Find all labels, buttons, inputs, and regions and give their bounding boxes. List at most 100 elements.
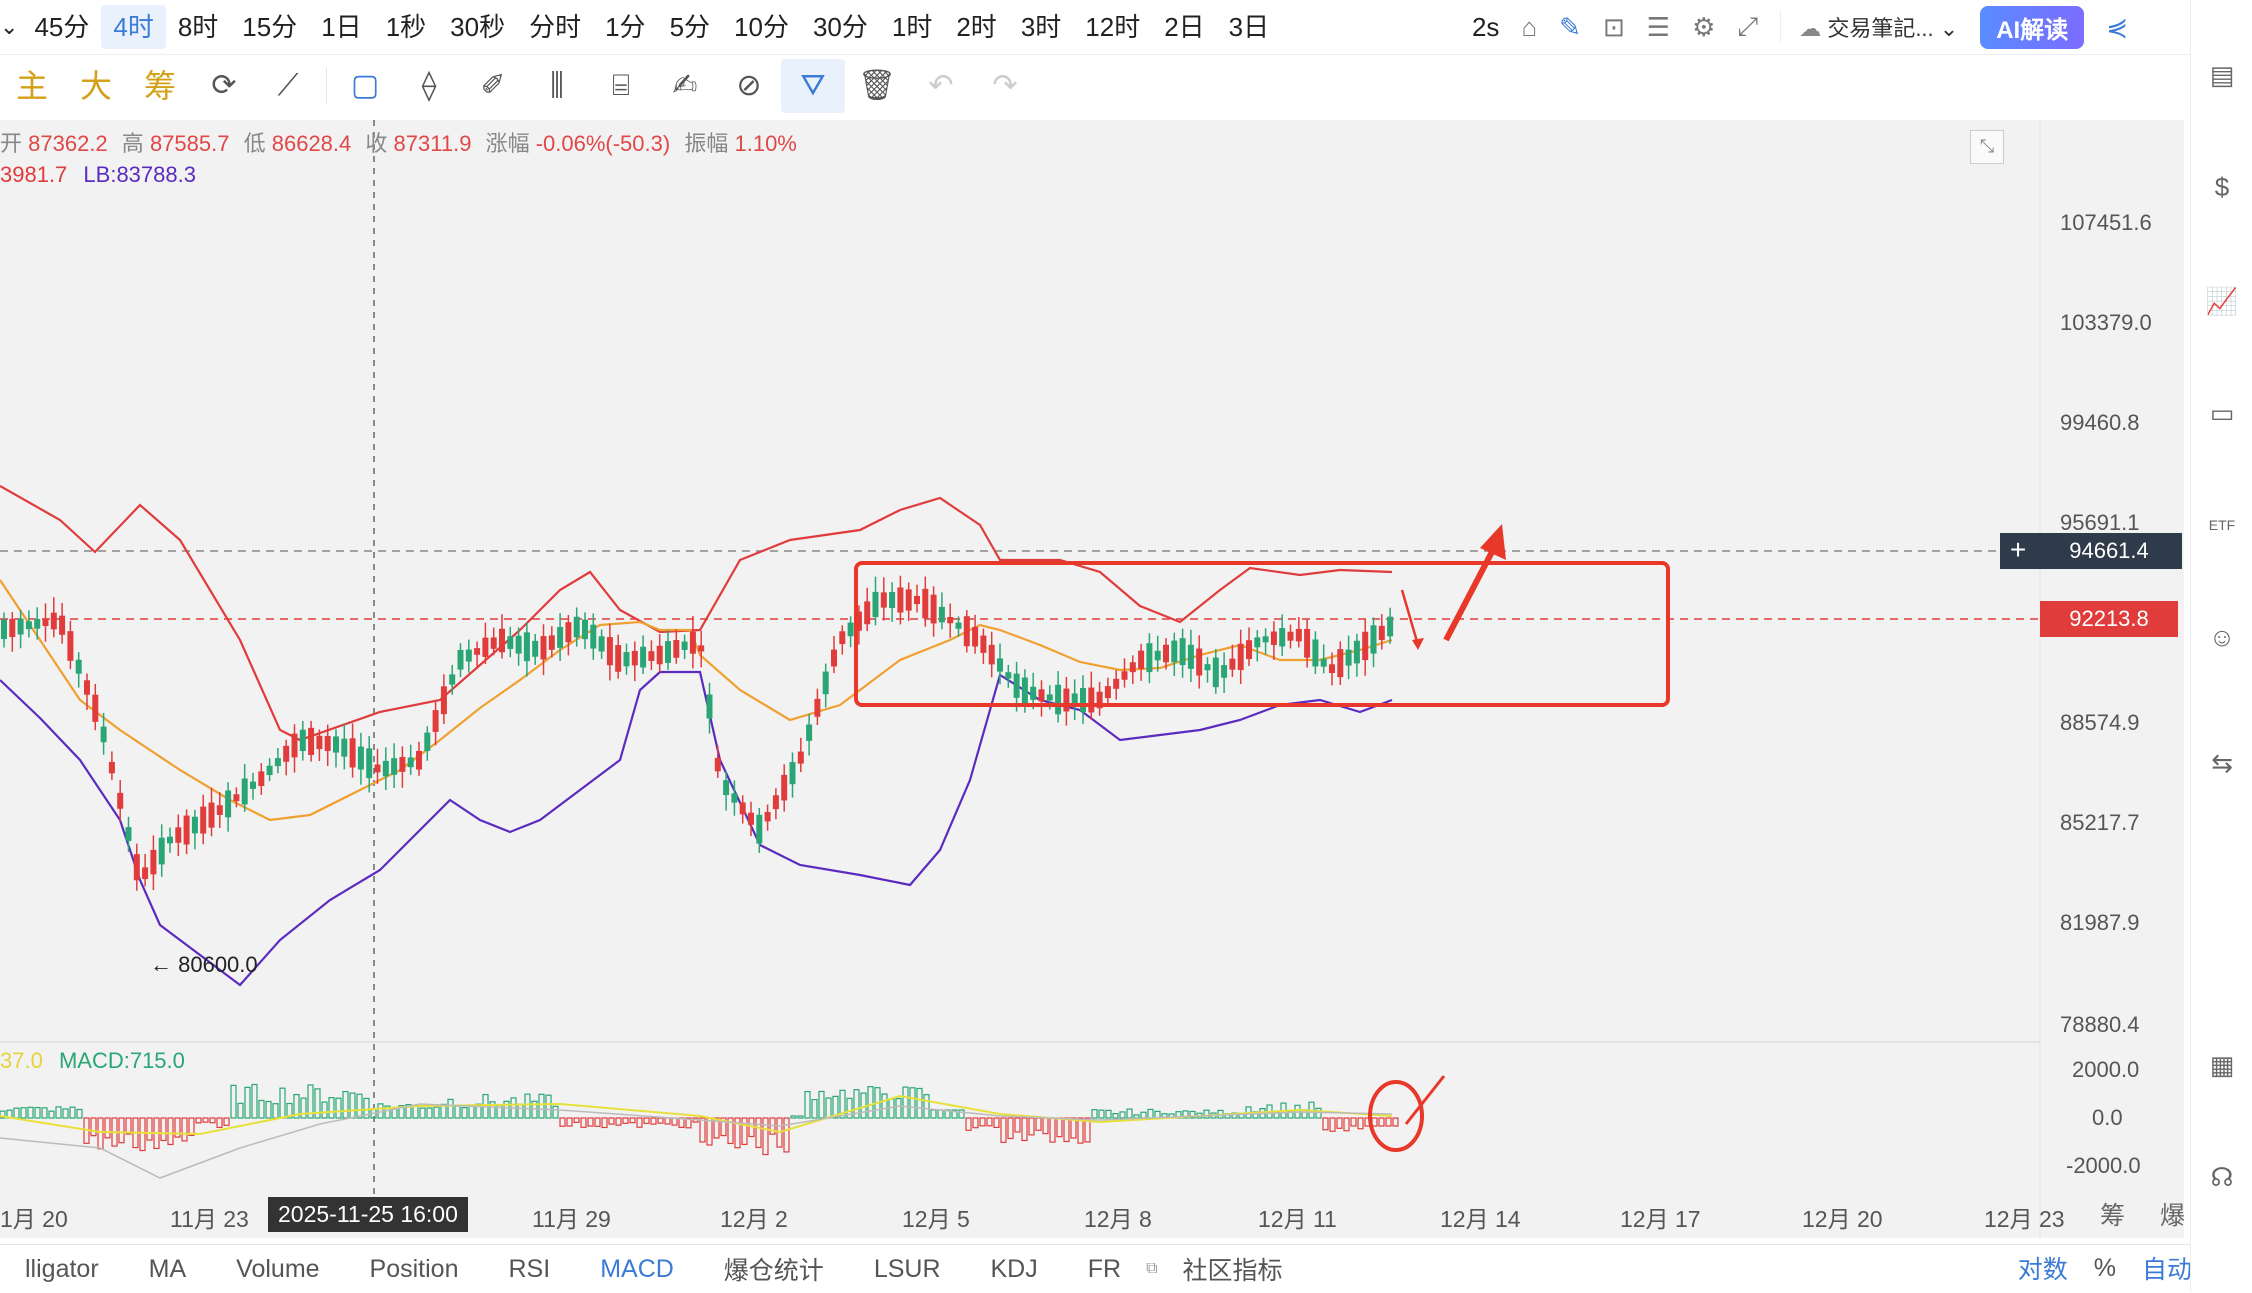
indicator-tab-1[interactable]: MA <box>148 1254 187 1283</box>
add-window-icon[interactable]: ⊡ <box>1602 11 1625 42</box>
undo-icon[interactable]: ↶ <box>928 69 954 102</box>
bot-icon[interactable]: ☺ <box>2208 622 2236 652</box>
magnet-icon[interactable]: ⊘ <box>736 69 762 102</box>
indicator-tab-3[interactable]: Position <box>369 1254 459 1283</box>
candle-body <box>905 589 912 611</box>
orderbook-icon[interactable]: ▤ <box>2209 60 2235 90</box>
time-axis-label: 12月 5 <box>902 1206 970 1232</box>
trade-notes-select[interactable]: ☁ 交易筆記... ⌄ <box>1780 11 1958 43</box>
camera-icon[interactable]: ⌂ <box>1521 11 1538 42</box>
indicator-tab-6[interactable]: 爆仓统计 <box>723 1257 824 1285</box>
macd-bar <box>454 1105 461 1119</box>
macd-bar <box>1133 1114 1140 1119</box>
candle-body <box>1021 677 1028 705</box>
macd-bar <box>643 1117 650 1124</box>
monitor-icon[interactable]: ▭ <box>2209 398 2235 428</box>
filter-icon[interactable]: ⛛ <box>781 59 845 113</box>
candle-body <box>200 806 207 834</box>
macd-bar <box>832 1095 839 1119</box>
price-icon[interactable]: $ <box>2214 172 2230 202</box>
indicator-tab-0[interactable]: lligator <box>25 1254 99 1283</box>
candle-body <box>92 694 99 722</box>
sync-drawing-icon[interactable]: ⟳ <box>211 69 237 102</box>
position-icon[interactable]: ⌸ <box>612 69 630 102</box>
ai-interpret-button[interactable]: AI解读 <box>1980 5 2085 49</box>
settings-icon[interactable]: ⚙ <box>1692 11 1716 42</box>
list-icon[interactable]: ☰ <box>1646 11 1671 42</box>
auto-scale-toggle[interactable]: 自动 <box>2141 1256 2192 1284</box>
drawing-toolbar: 主 大 筹 ⟳ ⟋ ▢ ⟠ ✐ ⫼ ⌸ ✍ ⊘ ⛛ 🗑 ↶ ↷ <box>0 56 2190 116</box>
timeframe-7[interactable]: 分时 <box>529 12 582 42</box>
brush-icon[interactable]: ✐ <box>480 69 506 102</box>
log-scale-toggle[interactable]: 对数 <box>2017 1256 2068 1284</box>
candle-body <box>416 750 422 770</box>
chart-area[interactable] <box>0 120 2040 1238</box>
timeframe-6[interactable]: 30秒 <box>450 12 506 42</box>
timeframe-4[interactable]: 1日 <box>321 12 362 42</box>
ruler-icon[interactable]: ⟠ <box>421 69 437 102</box>
chart-expand-icon[interactable]: ⤡ <box>1970 130 2004 164</box>
trash-icon[interactable]: 🗑 <box>857 69 897 102</box>
timeframe-0[interactable]: 45分 <box>34 12 90 42</box>
change-value: -0.06%(-50.3) <box>535 131 671 156</box>
pencil-icon[interactable]: ✎ <box>1559 11 1581 42</box>
timeframe-13[interactable]: 2时 <box>956 12 997 42</box>
etf-icon[interactable]: ETF <box>2208 517 2236 533</box>
share-icon[interactable]: ⋞ <box>2106 11 2128 42</box>
headset-icon[interactable]: ☊ <box>2210 1162 2234 1192</box>
redo-icon[interactable]: ↷ <box>992 69 1018 102</box>
timeframe-12[interactable]: 1时 <box>891 12 933 42</box>
timeframe-2[interactable]: 8时 <box>177 12 219 42</box>
timeframe-9[interactable]: 5分 <box>669 12 711 42</box>
pattern-icon[interactable]: ⫼ <box>550 69 564 102</box>
indicator-tab-5[interactable]: MACD <box>600 1254 674 1283</box>
macd-bar <box>825 1097 832 1119</box>
timeframe-17[interactable]: 3日 <box>1228 12 1270 42</box>
indicator-tab-9[interactable]: FR <box>1087 1254 1122 1283</box>
macd-bar <box>13 1107 20 1119</box>
candle-body <box>1229 658 1236 670</box>
chip-toggle[interactable]: 筹 爆 <box>2100 1202 2199 1230</box>
timeframe-15[interactable]: 12时 <box>1085 12 1141 42</box>
timeframe-10[interactable]: 10分 <box>734 12 789 42</box>
hide-drawing-icon[interactable]: ⟋ <box>277 69 299 102</box>
layout-icon[interactable]: ▦ <box>2209 1050 2235 1080</box>
cursor-tool-icon[interactable]: ▢ <box>350 69 380 102</box>
trend-icon[interactable]: 📈 <box>2205 286 2239 316</box>
indicator-tab-10[interactable]: 社区指标 <box>1182 1257 1283 1285</box>
indicator-tab-2[interactable]: Volume <box>236 1254 320 1283</box>
large-order-button[interactable]: 大 <box>79 68 112 104</box>
main-indicator-button[interactable]: 主 <box>15 68 48 104</box>
candle-body <box>1038 689 1045 702</box>
candle-body <box>1163 644 1169 663</box>
timeframe-11[interactable]: 30分 <box>812 12 868 42</box>
chip-distribution-button[interactable]: 筹 <box>143 68 176 104</box>
candle-body <box>1046 694 1053 701</box>
candle-body <box>283 745 290 762</box>
time-axis-label: 12月 11 <box>1258 1206 1337 1232</box>
timeframe-3[interactable]: 15分 <box>242 12 298 42</box>
add-alert-icon[interactable]: + <box>2000 533 2036 569</box>
timeframe-1[interactable]: 4时 <box>101 5 166 49</box>
timeframe-16[interactable]: 2日 <box>1164 12 1205 42</box>
candle-body <box>59 615 66 635</box>
macd-bar <box>636 1117 643 1128</box>
candle-body <box>1370 625 1377 654</box>
indicator-tab-8[interactable]: KDJ <box>990 1254 1038 1283</box>
exchange-icon[interactable]: ⇆ <box>2211 748 2233 778</box>
percent-scale-toggle[interactable]: % <box>2093 1253 2116 1282</box>
candle-body <box>333 736 339 753</box>
timeframe-5[interactable]: 1秒 <box>385 12 427 42</box>
candlestick-chart[interactable] <box>0 120 2184 1238</box>
fullscreen-icon[interactable]: ⤢ <box>1737 11 1759 41</box>
timeframe-14[interactable]: 3时 <box>1020 12 1062 42</box>
timeframe-8[interactable]: 1分 <box>605 12 646 42</box>
price-axis[interactable] <box>2040 120 2184 1238</box>
indicator-tab-7[interactable]: LSUR <box>873 1254 941 1283</box>
candle-body <box>324 735 331 751</box>
indicator-tab-4[interactable]: RSI <box>508 1254 551 1283</box>
macd-bar <box>853 1089 860 1119</box>
timeframe-dropdown-icon[interactable]: ⌄ <box>0 14 19 39</box>
refresh-interval[interactable]: 2s <box>1471 11 1500 42</box>
text-note-icon[interactable]: ✍ <box>672 69 698 102</box>
